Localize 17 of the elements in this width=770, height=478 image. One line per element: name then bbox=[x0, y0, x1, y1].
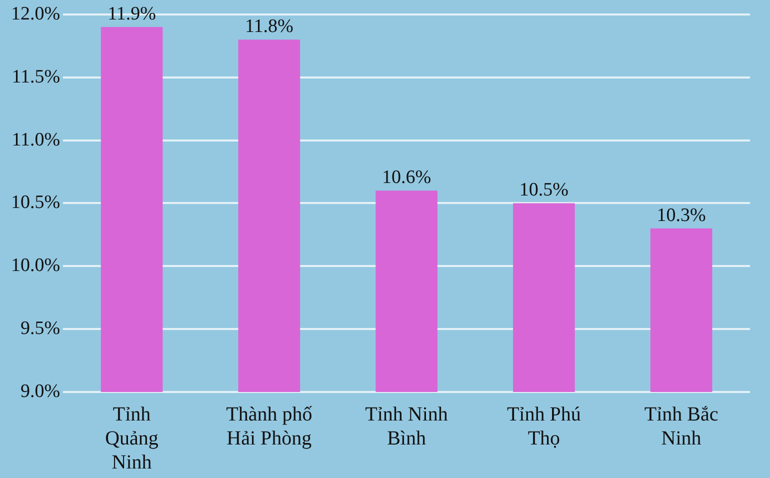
data-label: 11.9% bbox=[108, 3, 156, 24]
data-label: 11.8% bbox=[244, 16, 294, 38]
x-tick-label: Tỉnh Phú Thọ bbox=[506, 403, 581, 450]
data-label: 10.5% bbox=[519, 180, 569, 201]
x-tick-label: Tỉnh Quảng Ninh bbox=[105, 403, 158, 474]
y-tick-label: 9.5% bbox=[20, 318, 60, 340]
x-tick-label: Tỉnh Bắc Ninh bbox=[644, 403, 718, 450]
y-tick-label: 12.0% bbox=[11, 3, 60, 24]
y-tick-label: 9.0% bbox=[20, 380, 60, 402]
y-tick-label: 10.5% bbox=[11, 192, 60, 214]
x-tick-label: Tỉnh Ninh Bình bbox=[365, 403, 448, 450]
data-label: 10.3% bbox=[656, 204, 706, 226]
y-tick-label: 11.0% bbox=[12, 129, 60, 150]
y-tick-label: 11.5% bbox=[12, 66, 60, 88]
y-tick-label: 10.0% bbox=[11, 255, 60, 276]
data-label: 10.6% bbox=[382, 167, 432, 188]
x-tick-label: Thành phố Hải Phòng bbox=[226, 403, 312, 450]
